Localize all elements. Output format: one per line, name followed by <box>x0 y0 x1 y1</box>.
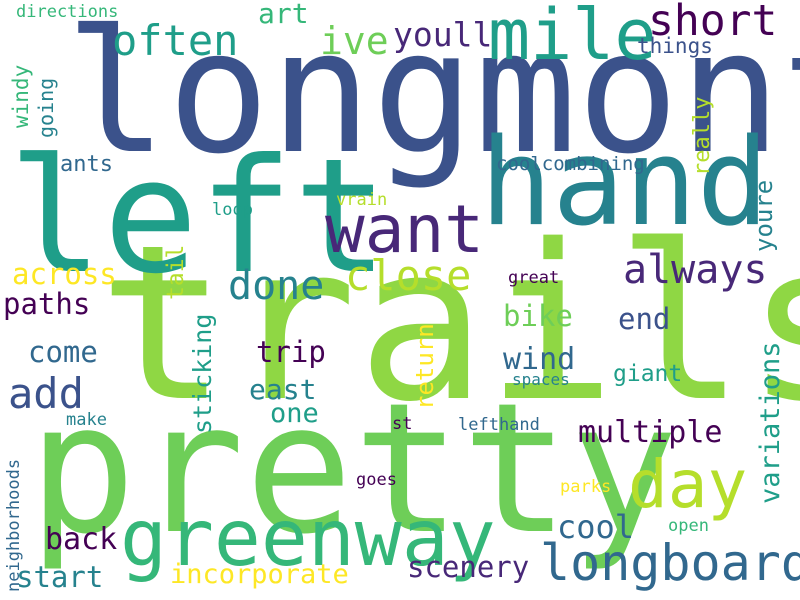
word-often: often <box>112 16 239 65</box>
word-hand: hand <box>480 114 769 253</box>
word-mile: mile <box>488 0 657 76</box>
word-left: left <box>8 125 389 309</box>
word-vrain: vrain <box>336 190 388 210</box>
word-paths: paths <box>3 287 91 321</box>
word-end: end <box>618 302 671 336</box>
word-wind: wind <box>503 342 576 377</box>
word-start: start <box>16 560 104 594</box>
word-scenery: scenery <box>407 550 530 584</box>
word-loop: loop <box>212 200 253 220</box>
word-coolcombining: coolcombining <box>496 153 645 175</box>
word-make: make <box>66 410 107 430</box>
word-across: across <box>12 257 117 291</box>
word-east: east <box>249 373 317 406</box>
word-trails: trails <box>98 198 800 449</box>
word-things: things <box>637 34 713 58</box>
word-greenway: greenway <box>120 494 496 584</box>
word-ants: ants <box>60 152 113 177</box>
word-youll: youll <box>393 15 493 54</box>
word-multiple: multiple <box>578 415 723 450</box>
word-spaces: spaces <box>512 370 570 389</box>
word-incorporate: incorporate <box>170 559 349 590</box>
word-tail: tail <box>163 244 189 300</box>
word-cool: cool <box>557 508 635 546</box>
word-come: come <box>28 335 98 369</box>
word-done: done <box>228 263 325 309</box>
word-windy: windy <box>9 64 33 128</box>
word-giant: giant <box>613 361 683 387</box>
word-goes: goes <box>356 470 397 490</box>
word-back: back <box>45 522 118 557</box>
word-pretty: pretty <box>28 365 679 574</box>
word-add: add <box>8 369 84 418</box>
word-open: open <box>668 516 709 536</box>
word-short: short <box>648 0 778 46</box>
word-trip: trip <box>256 335 326 369</box>
word-want: want <box>325 191 484 268</box>
word-neighborhoods: neighborhoods <box>4 458 24 592</box>
word-sticking: sticking <box>188 313 217 434</box>
word-art: art <box>258 0 309 30</box>
word-day: day <box>628 446 748 523</box>
word-bike: bike <box>503 299 573 333</box>
word-directions: directions <box>16 2 119 22</box>
word-close: close <box>345 251 472 300</box>
word-variations: variations <box>755 341 786 504</box>
word-always: always <box>623 247 768 293</box>
word-great: great <box>508 268 560 288</box>
word-youre: youre <box>750 179 778 252</box>
word-going: going <box>34 77 58 138</box>
word-one: one <box>270 398 319 429</box>
word-lefthand: lefthand <box>458 415 540 435</box>
word-parks: parks <box>560 477 612 497</box>
word-st: st <box>392 414 413 434</box>
word-return: return <box>411 323 439 410</box>
word-really: really <box>690 96 715 176</box>
word-longboard: longboard <box>540 534 800 592</box>
word-ive: ive <box>320 19 389 63</box>
